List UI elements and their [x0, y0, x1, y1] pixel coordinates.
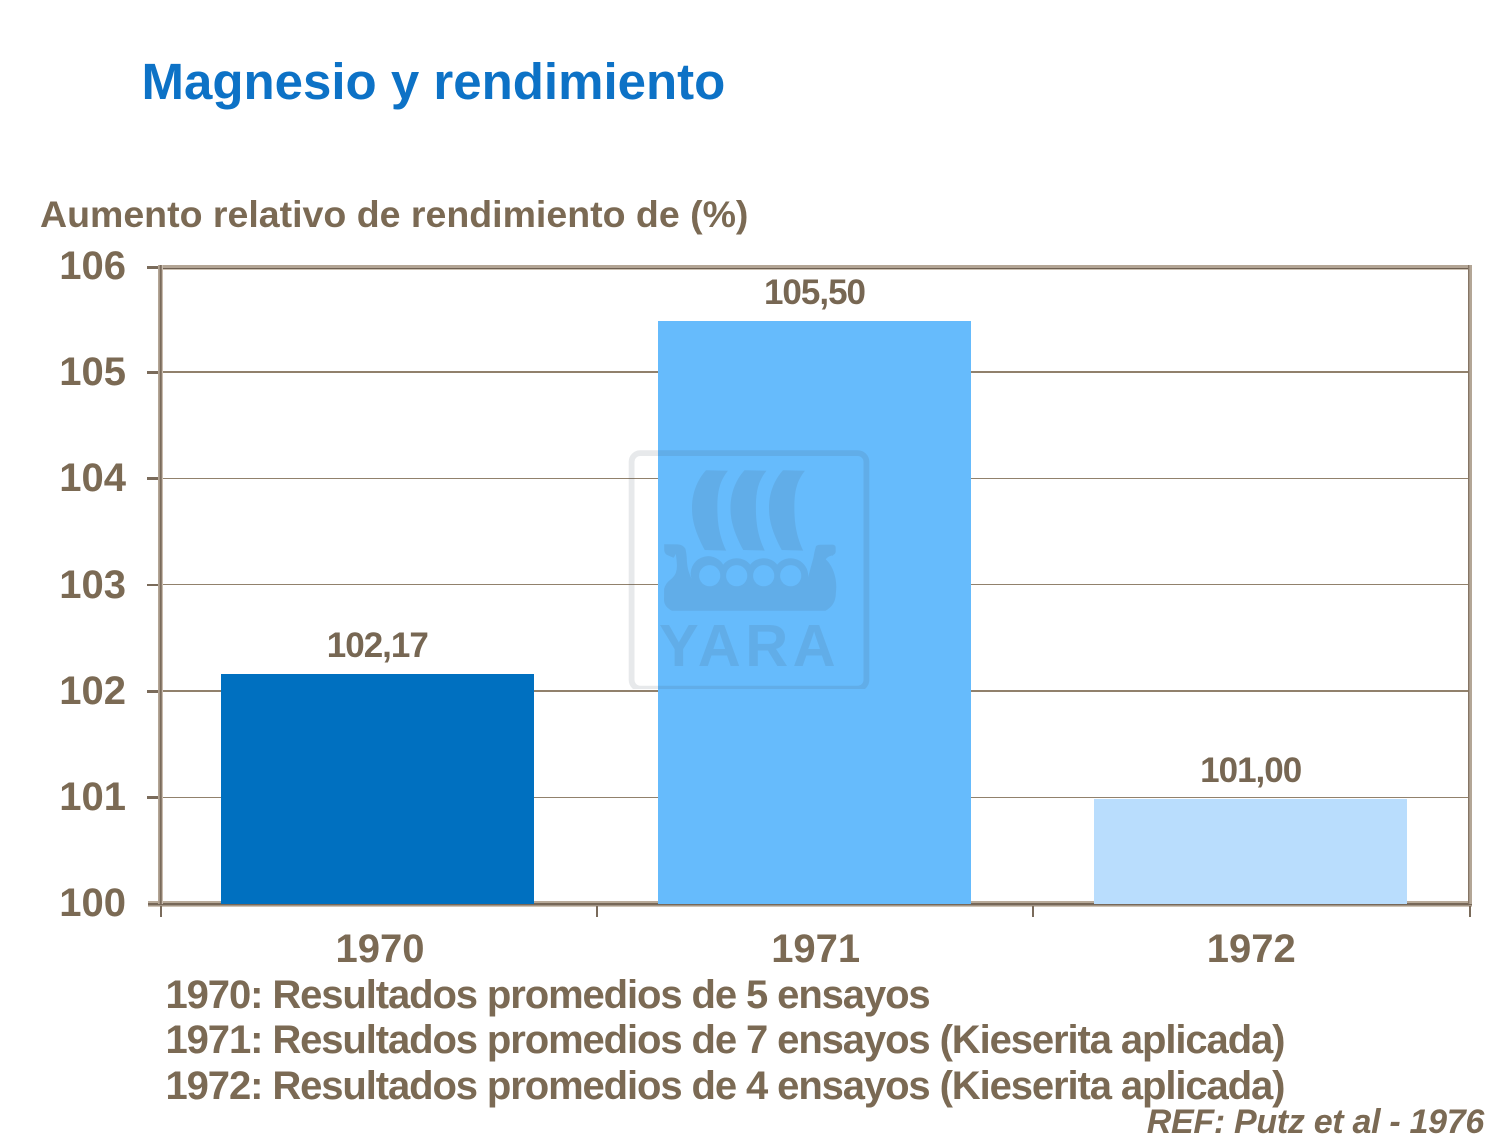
svg-text:YARA: YARA — [659, 612, 840, 679]
